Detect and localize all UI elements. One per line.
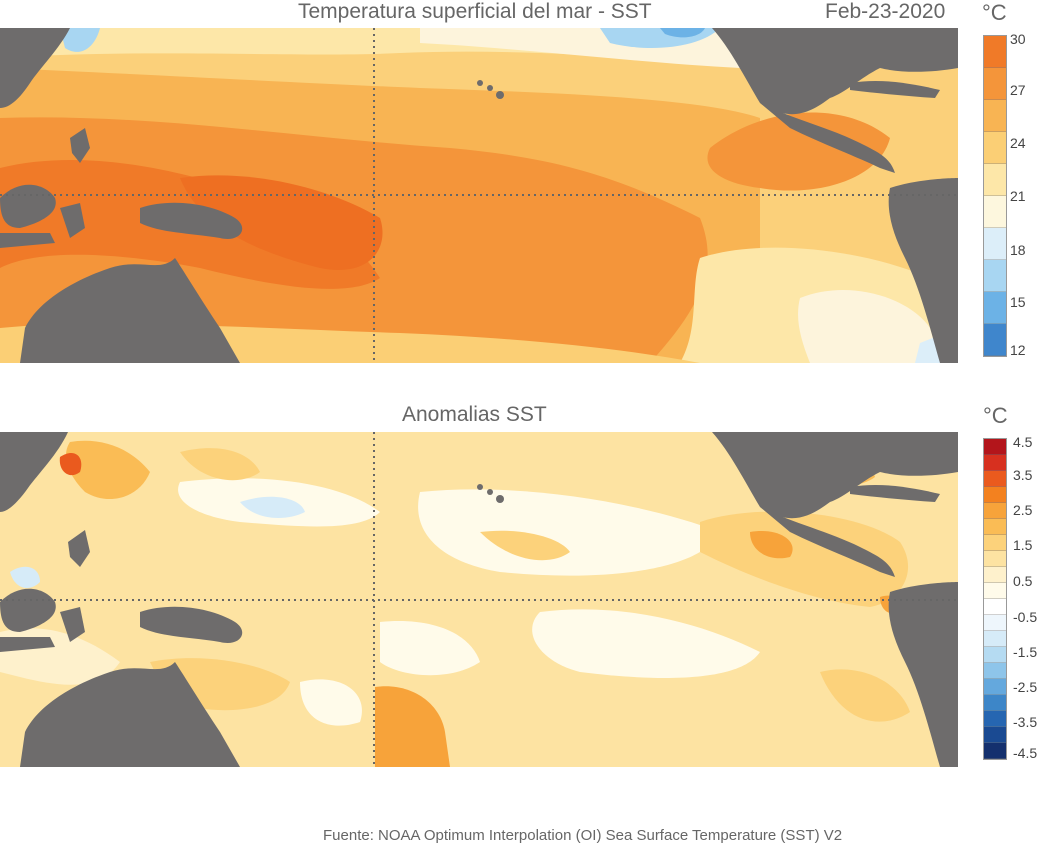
sst-map-title: Temperatura superficial del mar - SST [298, 0, 652, 23]
anomaly-map [0, 432, 958, 767]
anomaly-color-step [984, 663, 1006, 679]
anomaly-color-step [984, 535, 1006, 551]
anomaly-tick: 3.5 [1013, 467, 1033, 483]
anomaly-tick: -0.5 [1013, 609, 1038, 625]
anomaly-color-step [984, 743, 1006, 759]
sst-date: Feb-23-2020 [825, 0, 946, 23]
sst-tick: 18 [1010, 242, 1026, 258]
sst-color-step [984, 292, 1006, 324]
sst-color-step [984, 36, 1006, 68]
anomaly-color-step [984, 439, 1006, 455]
sst-unit-label: °C [982, 0, 1007, 25]
anomaly-tick: -4.5 [1013, 745, 1038, 761]
anomaly-colorbar [983, 438, 1007, 760]
anomaly-color-step [984, 471, 1006, 487]
sst-color-step [984, 228, 1006, 260]
anomaly-color-step [984, 455, 1006, 471]
sst-color-step [984, 324, 1006, 356]
sst-map [0, 28, 958, 363]
sst-color-step [984, 260, 1006, 292]
anomaly-color-step [984, 503, 1006, 519]
sst-tick: 24 [1010, 135, 1026, 151]
sst-color-step [984, 100, 1006, 132]
anomaly-tick: 1.5 [1013, 537, 1033, 553]
anomaly-colorbar-labels: 4.5 3.5 2.5 1.5 0.5 -0.5 -1.5 -2.5 -3.5 … [1013, 434, 1039, 764]
sst-color-step [984, 132, 1006, 164]
anomaly-tick: 0.5 [1013, 573, 1033, 589]
anomaly-color-step [984, 647, 1006, 663]
anomaly-unit-label: °C [983, 403, 1008, 428]
anomaly-color-step [984, 487, 1006, 503]
anomaly-tick: 2.5 [1013, 502, 1033, 518]
data-source-caption: Fuente: NOAA Optimum Interpolation (OI) … [323, 827, 843, 844]
anomaly-color-step [984, 711, 1006, 727]
anomaly-color-step [984, 599, 1006, 615]
anomaly-color-step [984, 519, 1006, 535]
sst-colorbar-labels: 30 27 24 21 18 15 12 [1010, 31, 1039, 361]
sst-tick: 21 [1010, 188, 1026, 204]
sst-color-step [984, 196, 1006, 228]
anomaly-tick: -1.5 [1013, 644, 1038, 660]
anomaly-tick: 4.5 [1013, 434, 1033, 450]
anomaly-tick: -3.5 [1013, 714, 1038, 730]
anomaly-color-step [984, 631, 1006, 647]
sst-colorbar [983, 35, 1007, 357]
sst-tick: 12 [1010, 342, 1026, 358]
anomaly-color-step [984, 567, 1006, 583]
sst-color-step [984, 164, 1006, 196]
sst-tick: 27 [1010, 82, 1026, 98]
anomaly-color-step [984, 551, 1006, 567]
anomaly-color-step [984, 583, 1006, 599]
anomaly-color-step [984, 727, 1006, 743]
anomaly-tick: -2.5 [1013, 679, 1038, 695]
sst-tick: 15 [1010, 294, 1026, 310]
anomaly-color-step [984, 679, 1006, 695]
sst-color-step [984, 68, 1006, 100]
anomaly-color-step [984, 615, 1006, 631]
anomaly-color-step [984, 695, 1006, 711]
sst-tick: 30 [1010, 31, 1026, 47]
anomaly-map-title: Anomalias SST [402, 403, 547, 426]
